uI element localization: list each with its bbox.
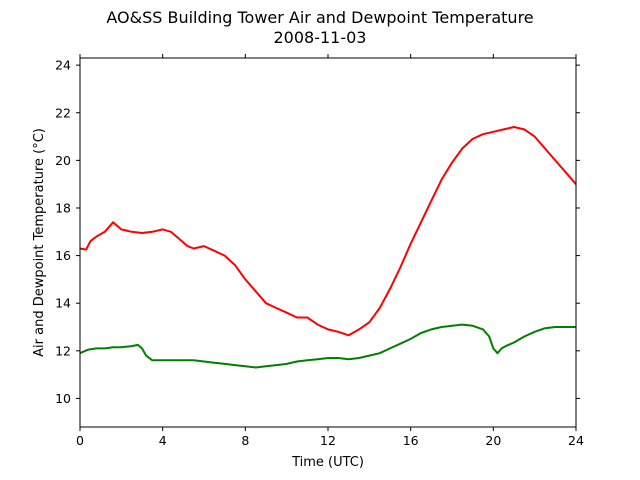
chart-title: AO&SS Building Tower Air and Dewpoint Te…	[106, 8, 534, 27]
plot-frame	[79, 57, 577, 428]
y-axis-label: Air and Dewpoint Temperature (°C)	[32, 128, 47, 357]
x-tick-label: 16	[403, 433, 419, 448]
y-tick-label: 14	[55, 296, 71, 311]
x-tick-label: 12	[320, 433, 336, 448]
series-line-0	[79, 126, 577, 337]
chart-subtitle: 2008-11-03	[273, 28, 367, 47]
x-tick-label: 20	[485, 433, 501, 448]
series-layer	[79, 126, 577, 369]
y-tick-label: 24	[55, 58, 71, 73]
y-tick-label: 10	[55, 391, 71, 406]
y-tick-label: 20	[55, 153, 71, 168]
x-axis-label: Time (UTC)	[291, 455, 364, 470]
ticks-layer: 0 4 8 12 16 20 24 10 12 14 16 18 20 22 24	[55, 54, 584, 448]
y-tick-label: 18	[55, 200, 71, 215]
x-tick-label: 24	[568, 433, 584, 448]
y-tick-label: 12	[55, 343, 71, 358]
series-line-1	[79, 323, 576, 369]
x-tick-label: 0	[76, 433, 84, 448]
x-tick-label: 4	[159, 433, 167, 448]
y-tick-label: 22	[55, 105, 71, 120]
y-tick-label: 16	[55, 248, 71, 263]
x-tick-label: 8	[241, 433, 249, 448]
